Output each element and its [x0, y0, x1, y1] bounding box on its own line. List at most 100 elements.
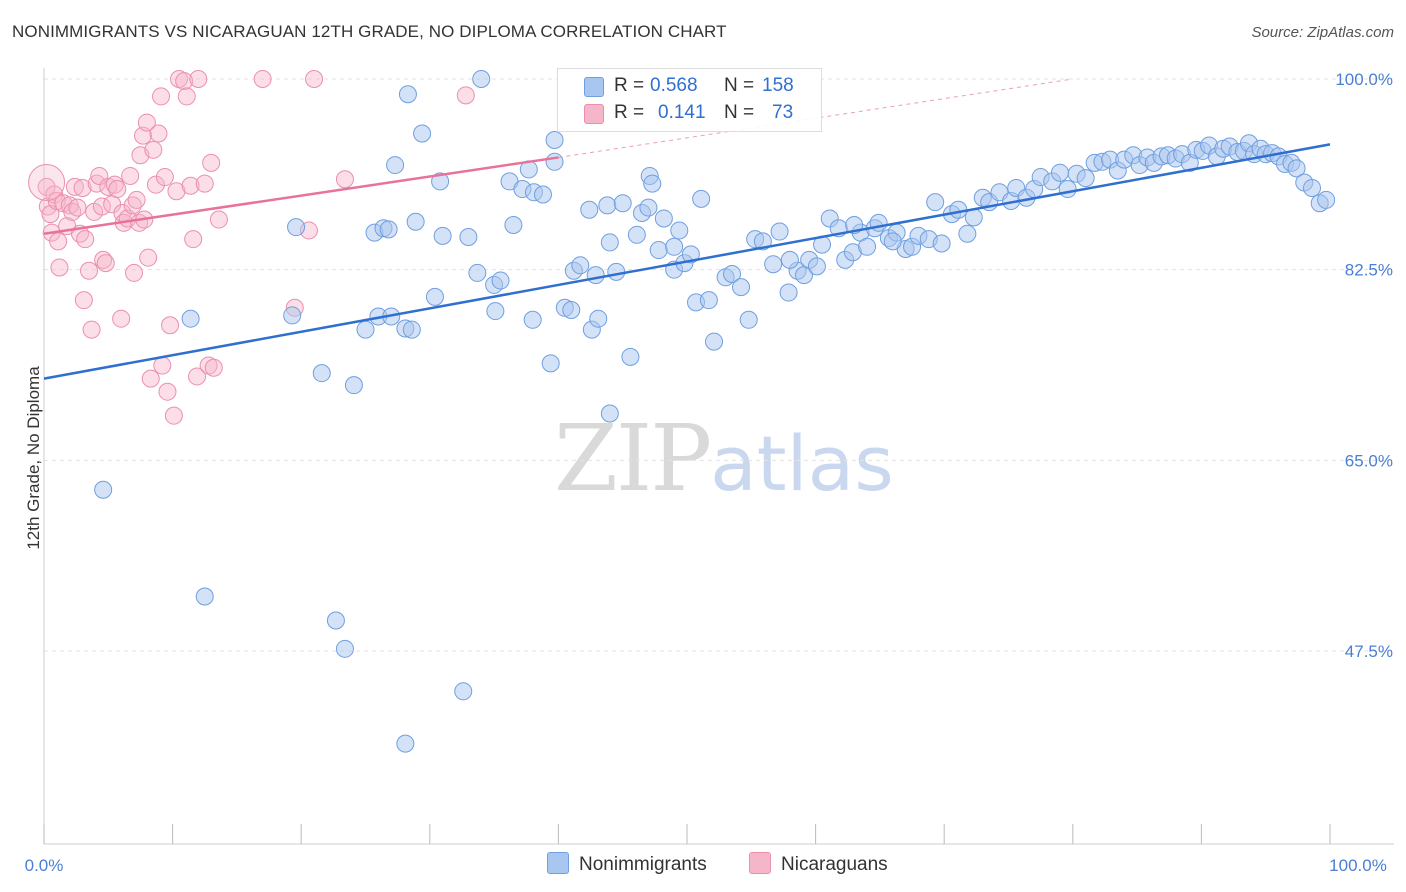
data-point-nonimmigrants	[932, 234, 951, 253]
data-point-nonimmigrants	[181, 309, 200, 328]
data-point-nonimmigrants	[600, 404, 619, 423]
data-point-nonimmigrants	[723, 265, 742, 284]
data-point-nonimmigrants	[883, 232, 902, 251]
data-point-nonimmigrants	[639, 198, 658, 217]
data-point-nicaraguans	[99, 177, 118, 196]
data-point-nonimmigrants	[195, 587, 214, 606]
data-point-nonimmigrants	[562, 300, 581, 319]
trend-line-nicaraguans	[43, 156, 559, 235]
data-point-nonimmigrants	[431, 172, 450, 191]
nonimmigrants-points	[94, 70, 1336, 753]
data-point-nicaraguans	[152, 87, 171, 106]
data-point-nicaraguans	[73, 178, 92, 197]
data-point-nonimmigrants	[607, 262, 626, 281]
data-point-nonimmigrants	[753, 232, 772, 251]
data-point-nonimmigrants	[1302, 178, 1321, 197]
data-point-nonimmigrants	[335, 639, 354, 658]
x-tick-label: 100.0%	[1329, 856, 1387, 875]
data-point-nonimmigrants	[780, 250, 799, 269]
y-tick-label: 47.5%	[1345, 642, 1393, 661]
legend-n-label: N =	[724, 102, 755, 123]
legend-n-value: 158	[762, 75, 794, 96]
data-point-nonimmigrants	[621, 347, 640, 366]
data-point-nonimmigrants	[732, 278, 751, 297]
legend-swatch-nicaraguans	[749, 852, 771, 874]
legend-r-label: R =	[614, 75, 645, 96]
trend-line-nonimmigrants	[43, 143, 1331, 380]
data-point-nonimmigrants	[459, 227, 478, 246]
axes	[43, 68, 1394, 845]
legend-item-nonimmigrants[interactable]: Nonimmigrants	[547, 852, 707, 876]
data-point-nonimmigrants	[571, 256, 590, 275]
data-point-nicaraguans	[121, 166, 140, 185]
data-point-nonimmigrants	[1287, 159, 1306, 178]
data-point-nonimmigrants	[665, 237, 684, 256]
data-point-nicaraguans	[108, 180, 127, 199]
data-point-nonimmigrants	[649, 241, 668, 260]
data-point-nonimmigrants	[545, 131, 564, 150]
data-point-nonimmigrants	[1058, 180, 1077, 199]
legend-r-value: 0.568	[650, 75, 698, 96]
watermark-atlas: atlas	[710, 419, 894, 508]
data-point-nonimmigrants	[739, 310, 758, 329]
data-point-nicaraguans	[125, 263, 144, 282]
data-point-nicaraguans	[49, 232, 68, 251]
data-point-nonimmigrants	[692, 189, 711, 208]
data-point-nicaraguans	[167, 182, 186, 201]
data-point-nonimmigrants	[396, 734, 415, 753]
legend-swatch-nicaraguans	[584, 104, 604, 124]
legend-n-value: 73	[772, 102, 794, 123]
data-point-nonimmigrants	[627, 225, 646, 244]
data-point-nonimmigrants	[356, 320, 375, 339]
data-point-nicaraguans	[202, 153, 221, 172]
legend-label-nonimmigrants: Nonimmigrants	[579, 854, 707, 875]
data-point-nicaraguans	[76, 230, 95, 249]
data-point-nonimmigrants	[413, 124, 432, 143]
data-point-nonimmigrants	[491, 271, 510, 290]
data-point-nicaraguans	[189, 70, 208, 88]
data-point-nicaraguans	[155, 168, 174, 187]
data-point-nicaraguans	[164, 406, 183, 425]
data-point-nicaraguans	[50, 258, 69, 277]
y-tick-label: 82.5%	[1345, 261, 1393, 280]
legend-item-nicaraguans[interactable]: Nicaraguans	[749, 852, 888, 876]
watermark: ZIPatlas	[554, 405, 894, 512]
data-point-nonimmigrants	[958, 224, 977, 243]
tick-labels: 47.5% 65.0% 82.5% 100.0% 0.0% 100.0%	[25, 70, 1393, 875]
data-point-nicaraguans	[149, 124, 168, 143]
data-point-nicaraguans	[65, 177, 84, 196]
data-point-nicaraguans	[204, 358, 223, 377]
data-point-nicaraguans	[144, 140, 163, 159]
data-point-nonimmigrants	[287, 218, 306, 237]
legend-label-nicaraguans: Nicaraguans	[781, 854, 888, 875]
y-tick-label: 100.0%	[1335, 70, 1393, 89]
data-point-nicaraguans	[146, 175, 165, 194]
stats-legend: R = 0.568 N = 158 R = 0.141 N = 73	[557, 68, 822, 132]
data-point-nicaraguans	[305, 70, 324, 88]
data-point-nonimmigrants	[379, 220, 398, 239]
data-point-nonimmigrants	[312, 364, 331, 383]
data-point-nonimmigrants	[770, 222, 789, 241]
data-point-nicaraguans	[184, 230, 203, 249]
data-point-nicaraguans	[177, 87, 196, 106]
data-point-nonimmigrants	[326, 611, 345, 630]
data-point-nonimmigrants	[654, 209, 673, 228]
data-point-nonimmigrants	[344, 376, 363, 395]
data-point-nonimmigrants	[681, 245, 700, 264]
data-point-nonimmigrants	[541, 354, 560, 373]
legend-n-label: N =	[724, 75, 755, 96]
data-point-nonimmigrants	[705, 332, 724, 351]
data-point-nonimmigrants	[398, 85, 417, 104]
data-point-nicaraguans	[335, 170, 354, 189]
data-point-nicaraguans	[82, 320, 101, 339]
data-point-nicaraguans	[195, 174, 214, 193]
data-point-nicaraguans	[74, 291, 93, 310]
data-point-nicaraguans	[158, 382, 177, 401]
data-point-nicaraguans	[28, 164, 66, 202]
data-point-nonimmigrants	[402, 320, 421, 339]
data-point-nonimmigrants	[589, 309, 608, 328]
data-point-nicaraguans	[127, 190, 146, 209]
source-label: Source: ZipAtlas.com	[1251, 24, 1394, 41]
y-axis-label: 12th Grade, No Diploma	[24, 366, 43, 550]
data-point-nonimmigrants	[600, 233, 619, 252]
